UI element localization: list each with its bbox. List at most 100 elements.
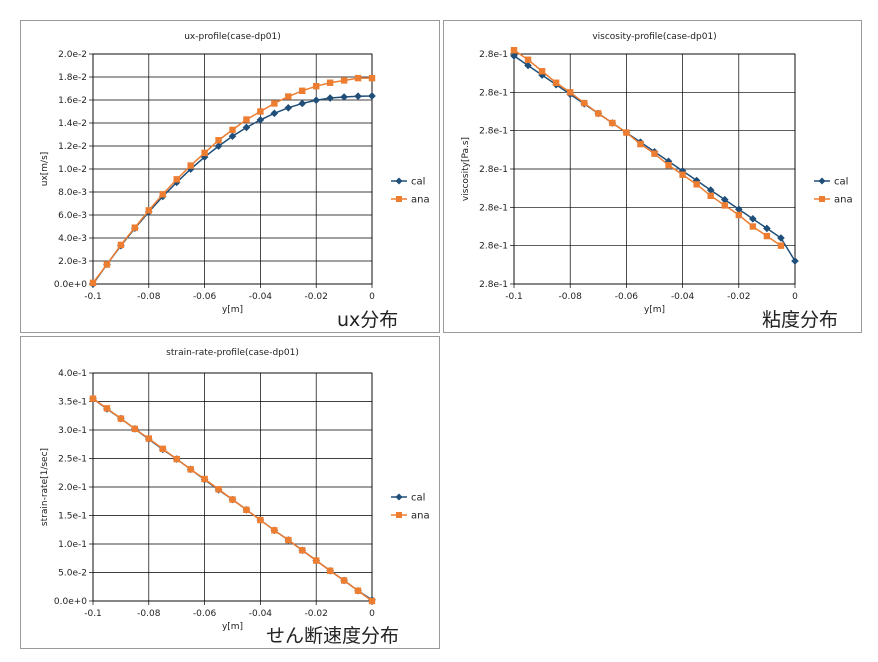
plot-area: [92, 372, 373, 602]
data-point-cal: [706, 186, 715, 194]
data-point-ana: [581, 99, 588, 107]
caption-strain-rate: せん断速度分布: [266, 625, 400, 647]
tick-label-y: 3.5e-1: [58, 398, 87, 408]
data-point-cal: [256, 116, 265, 124]
data-point-ana: [368, 597, 376, 605]
data-point-ana: [735, 211, 742, 219]
x-axis-label: y[m]: [222, 305, 243, 315]
tick-label-y: 1.0e-1: [58, 540, 87, 550]
tick-label-y: 4.0e-1: [58, 369, 87, 379]
caption-viscosity: 粘度分布: [762, 309, 839, 331]
data-point-ana: [89, 279, 97, 287]
data-point-ana: [271, 527, 278, 534]
data-point-ana: [299, 547, 306, 554]
data-point-ana: [243, 116, 250, 123]
legend-marker-ana: [396, 512, 402, 518]
chart-panel-ux: ux-profile(case-dp01) 0.0e+0 2.0e-3 4.0e-3 6…: [20, 20, 440, 333]
tick-label-x: -0.02: [727, 292, 750, 302]
data-point-ana: [313, 557, 320, 564]
data-point-ana: [131, 224, 139, 231]
data-point-cal: [340, 93, 348, 101]
tick-label-y: 2.0e-1: [58, 483, 87, 493]
tick-label-y: 2.8e-1: [479, 127, 508, 137]
tick-label-y: 1.2e-2: [58, 142, 87, 152]
data-point-ana: [354, 74, 362, 82]
tick-label-y: 0.0e+0: [54, 280, 87, 290]
data-point-cal: [777, 234, 785, 242]
data-point-ana: [159, 191, 166, 198]
data-point-ana: [368, 74, 376, 82]
data-point-ana: [285, 93, 292, 100]
tick-label-x: -0.04: [249, 609, 273, 619]
data-point-cal: [354, 92, 362, 101]
data-point-ana: [707, 192, 714, 200]
tick-label-y: 1.8e-2: [58, 73, 87, 83]
data-point-cal: [368, 92, 376, 100]
data-point-ana: [285, 536, 292, 544]
data-point-ana: [103, 405, 111, 412]
data-point-ana: [721, 202, 728, 209]
tick-label-x: -0.04: [249, 292, 273, 302]
data-point-ana: [215, 137, 222, 144]
data-point-ana: [665, 161, 672, 169]
data-point-cal: [228, 132, 237, 141]
tick-label-y: 2.8e-1: [479, 165, 508, 175]
tick-label-y: 2.0e-3: [58, 257, 87, 267]
data-point-ana: [103, 261, 111, 268]
data-point-ana: [201, 149, 208, 157]
tick-label-y: 0.0e+0: [54, 597, 87, 607]
data-point-ana: [187, 162, 194, 169]
tick-label-x: -0.02: [305, 292, 328, 302]
data-point-ana: [257, 108, 264, 115]
data-point-ana: [145, 207, 152, 214]
data-point-ana: [538, 68, 546, 75]
legend-label-cal: cal: [411, 177, 425, 188]
legend-marker-cal: [395, 177, 403, 185]
tick-label-y: 5.0e-2: [58, 569, 87, 579]
data-point-ana: [173, 176, 180, 183]
legend-label-cal: cal: [834, 177, 848, 188]
legend-label-ana: ana: [411, 511, 430, 522]
data-point-ana: [552, 79, 560, 86]
data-point-ana: [340, 77, 348, 84]
data-point-cal: [749, 215, 757, 223]
tick-label-x: -0.1: [84, 609, 102, 619]
data-point-ana: [637, 140, 644, 148]
tick-label-x: -0.1: [84, 292, 102, 302]
data-point-ana: [299, 87, 306, 94]
legend-marker-ana: [396, 196, 402, 202]
legend-marker-ana: [819, 196, 825, 202]
chart-strain-rate-profile: strain-rate-profile(case-dp01) 0.0e+0 5.0e…: [40, 348, 430, 632]
data-point-ana: [243, 506, 250, 513]
data-point-cal: [524, 61, 532, 70]
data-point-cal: [214, 142, 223, 150]
tick-label-y: 2.8e-1: [479, 242, 508, 252]
tick-label-y: 1.6e-2: [58, 96, 87, 106]
tick-label-x: 0: [792, 292, 798, 302]
data-point-ana: [354, 587, 362, 594]
tick-label-y: 6.0e-3: [58, 211, 87, 221]
data-point-ana: [609, 119, 616, 127]
tick-label-y: 2.8e-1: [479, 88, 508, 98]
chart-title: viscosity-profile(case-dp01): [592, 32, 716, 42]
tick-label-y: 1.5e-1: [58, 512, 87, 522]
data-point-ana: [229, 496, 236, 503]
tick-label-y: 2.8e-1: [479, 280, 508, 290]
data-point-ana: [145, 435, 152, 442]
data-point-cal: [763, 224, 771, 233]
data-point-cal: [538, 71, 546, 79]
data-point-ana: [159, 445, 166, 453]
data-point-cal: [791, 257, 799, 265]
chart-panel-strain-rate: strain-rate-profile(case-dp01) 0.0e+0 5.0e…: [20, 336, 440, 649]
data-point-ana: [173, 455, 180, 463]
y-axis-label: ux[m/s]: [40, 152, 50, 187]
data-point-cal: [326, 94, 334, 102]
data-point-ana: [510, 46, 518, 54]
tick-label-x: -0.1: [505, 292, 523, 302]
chart-title: strain-rate-profile(case-dp01): [166, 348, 299, 358]
tick-label-x: 0: [369, 292, 375, 302]
data-point-ana: [271, 100, 278, 107]
data-point-cal: [284, 104, 293, 112]
chart-panel-viscosity: viscosity-profile(case-dp01) 2.8e-1 2.8e-1…: [443, 20, 862, 333]
data-point-ana: [749, 223, 757, 230]
